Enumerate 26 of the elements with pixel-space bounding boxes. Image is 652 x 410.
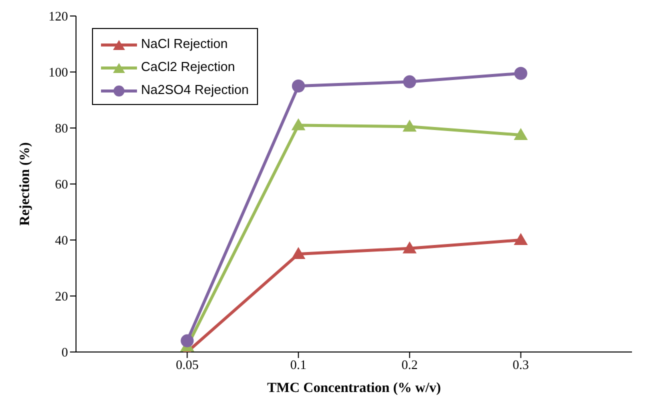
x-axis-title: TMC Concentration (% w/v) [267,381,442,396]
x-tick-label: 0.1 [290,357,307,372]
x-tick-label: 0.3 [512,357,529,372]
y-tick-label: 40 [55,232,68,248]
y-tick-label: 60 [55,176,68,192]
x-tick-label: 0.05 [176,357,199,372]
y-tick-label: 20 [55,288,68,304]
legend-label: CaCl2 Rejection [141,59,235,74]
point [402,241,417,254]
x-tick-label: 0.2 [401,357,418,372]
point [291,247,306,259]
y-tick-label: 100 [48,64,68,80]
point [403,75,416,88]
y-axis-title: Rejection (%) [18,142,33,226]
y-tick-label: 80 [55,120,68,136]
point [514,128,528,140]
point [180,334,194,348]
point [514,233,528,245]
point [402,120,417,132]
y-tick-label: 120 [48,8,68,24]
point [291,118,306,130]
y-tick-label: 0 [62,344,68,360]
point [292,80,305,92]
point [514,66,528,80]
legend-label: NaCl Rejection [141,36,228,51]
legend-label: Na2SO4 Rejection [141,82,249,97]
